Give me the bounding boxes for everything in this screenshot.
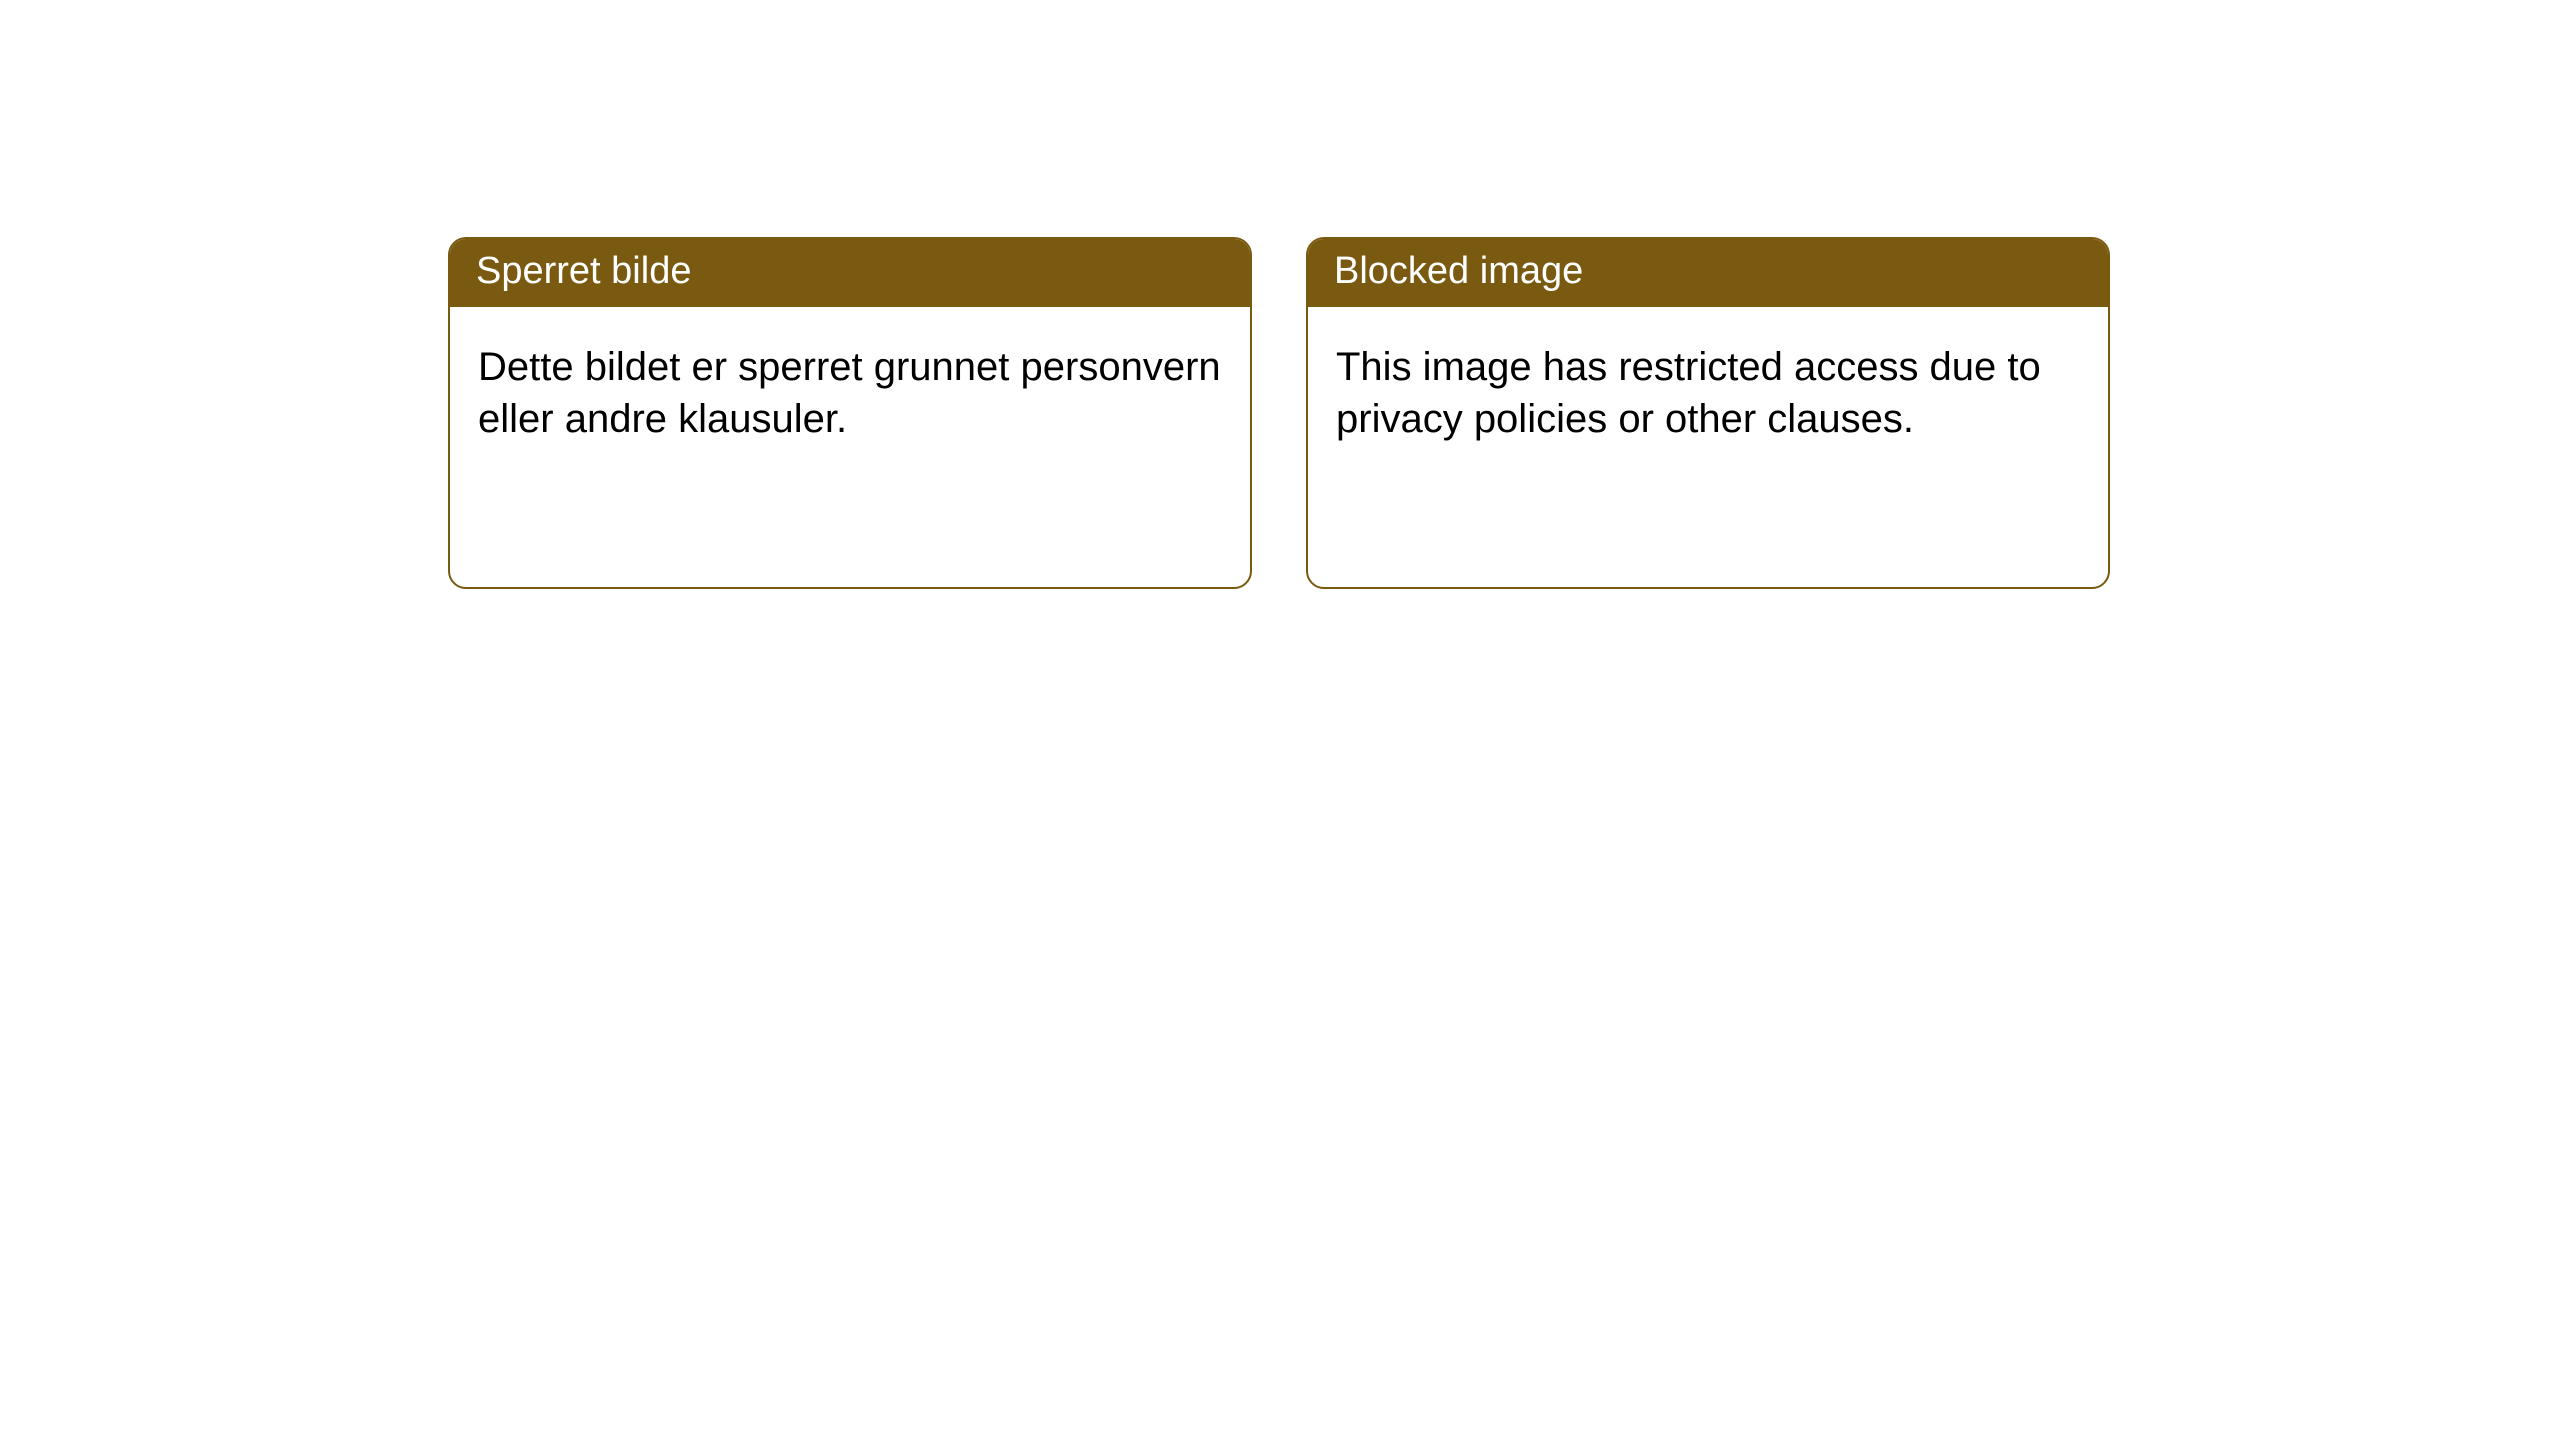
notice-card-body: This image has restricted access due to … xyxy=(1308,307,2108,587)
notice-card-norwegian: Sperret bilde Dette bildet er sperret gr… xyxy=(448,237,1252,589)
notice-card-title: Blocked image xyxy=(1308,239,2108,307)
notice-cards-container: Sperret bilde Dette bildet er sperret gr… xyxy=(0,0,2560,589)
notice-card-english: Blocked image This image has restricted … xyxy=(1306,237,2110,589)
notice-card-body: Dette bildet er sperret grunnet personve… xyxy=(450,307,1250,587)
notice-card-title: Sperret bilde xyxy=(450,239,1250,307)
